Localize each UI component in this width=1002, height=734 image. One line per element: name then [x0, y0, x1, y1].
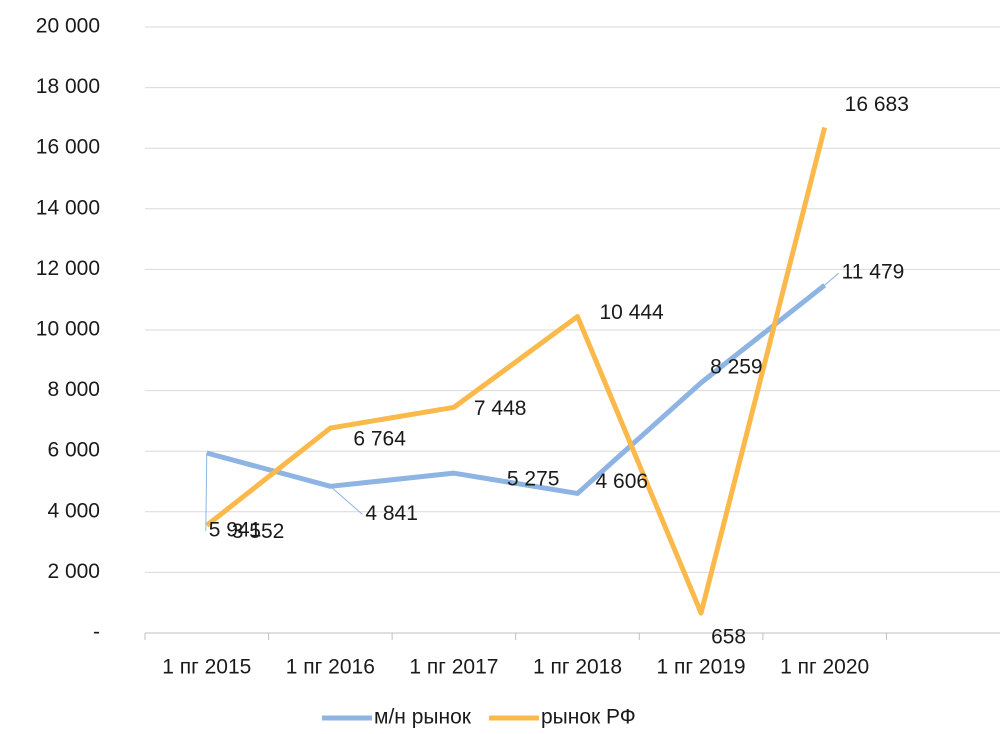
y-tick-label: 18 000: [36, 75, 100, 98]
y-tick-label: -: [93, 621, 100, 644]
series-line: [206, 283, 827, 496]
data-label: 8 259: [710, 355, 763, 378]
y-tick-label: 20 000: [36, 15, 100, 38]
data-label: 5 275: [507, 468, 560, 491]
data-label: 4 606: [596, 470, 649, 493]
data-label: 16 683: [845, 93, 909, 116]
data-label: 7 448: [474, 397, 527, 420]
leader-line: [824, 272, 839, 286]
legend-label: м/н рынок: [374, 706, 472, 729]
y-tick-label: 8 000: [47, 378, 100, 401]
x-tick-label: 1 пг 2016: [286, 656, 375, 679]
data-label: 6 764: [353, 428, 406, 451]
leader-line: [330, 485, 363, 515]
x-tick-label: 1 пг 2019: [657, 656, 746, 679]
data-label: 11 479: [842, 261, 905, 284]
legend-label: рынок РФ: [541, 706, 636, 729]
y-tick-label: 12 000: [36, 257, 100, 280]
y-tick-label: 6 000: [47, 439, 100, 462]
y-tick-label: 16 000: [36, 136, 100, 159]
y-tick-label: 2 000: [47, 560, 100, 583]
y-tick-label: 4 000: [47, 499, 100, 522]
x-tick-label: 1 пг 2017: [409, 656, 498, 679]
x-tick-label: 1 пг 2015: [162, 656, 251, 679]
y-tick-label: 10 000: [36, 318, 100, 341]
data-label: 658: [711, 626, 746, 649]
x-tick-label: 1 пг 2018: [533, 656, 622, 679]
series-line: [205, 126, 828, 616]
leader-line: [577, 482, 593, 494]
leader-line: [205, 452, 208, 531]
data-label: 10 444: [600, 301, 665, 324]
data-label: 5 941: [209, 519, 262, 542]
y-tick-label: 14 000: [36, 196, 100, 219]
data-label: 3 552: [232, 520, 285, 543]
leader-line: [453, 472, 504, 481]
data-label: 4 841: [365, 502, 418, 525]
x-tick-label: 1 пг 2020: [780, 656, 869, 679]
